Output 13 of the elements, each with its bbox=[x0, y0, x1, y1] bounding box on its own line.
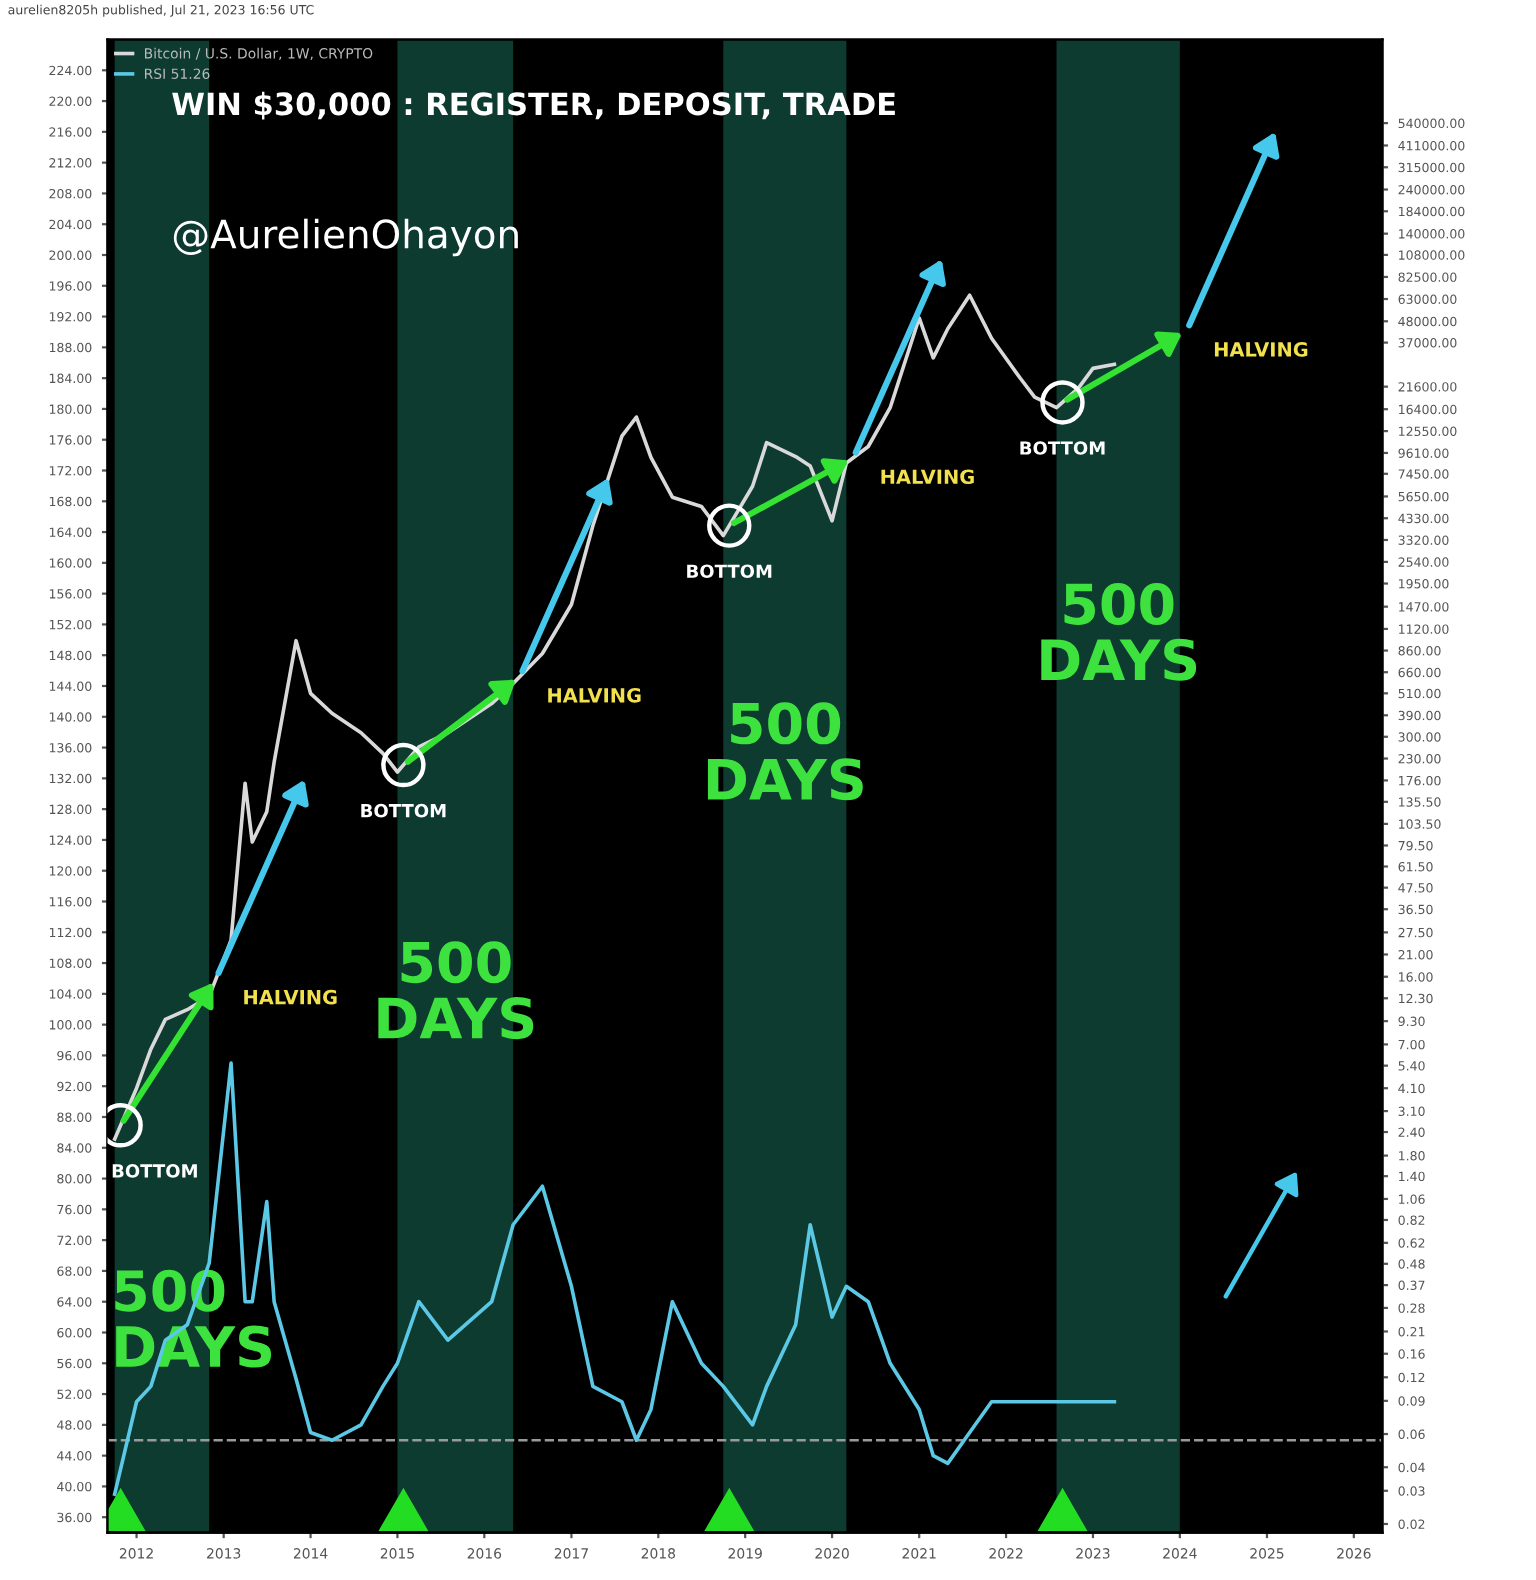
annotation: HALVING bbox=[881, 469, 974, 485]
annotation: HALVING bbox=[1214, 342, 1308, 357]
text: @AurelienOhayon bbox=[173, 218, 518, 257]
band-label: 500 DAYS bbox=[378, 941, 534, 1040]
band-label: 500 DAYS bbox=[1041, 582, 1197, 681]
annotation: BOTTOM bbox=[687, 564, 772, 579]
annotation: HALVING bbox=[244, 989, 337, 1005]
text: WIN $30,000 : REGISTER, DEPOSIT, TRADE bbox=[172, 91, 895, 120]
annotation: BOTTOM bbox=[1020, 441, 1105, 455]
annotation: HALVING bbox=[548, 687, 641, 703]
annotation: BOTTOM bbox=[112, 1164, 197, 1178]
annotation: BOTTOM bbox=[361, 803, 446, 818]
band-label: 500 DAYS bbox=[707, 702, 863, 801]
